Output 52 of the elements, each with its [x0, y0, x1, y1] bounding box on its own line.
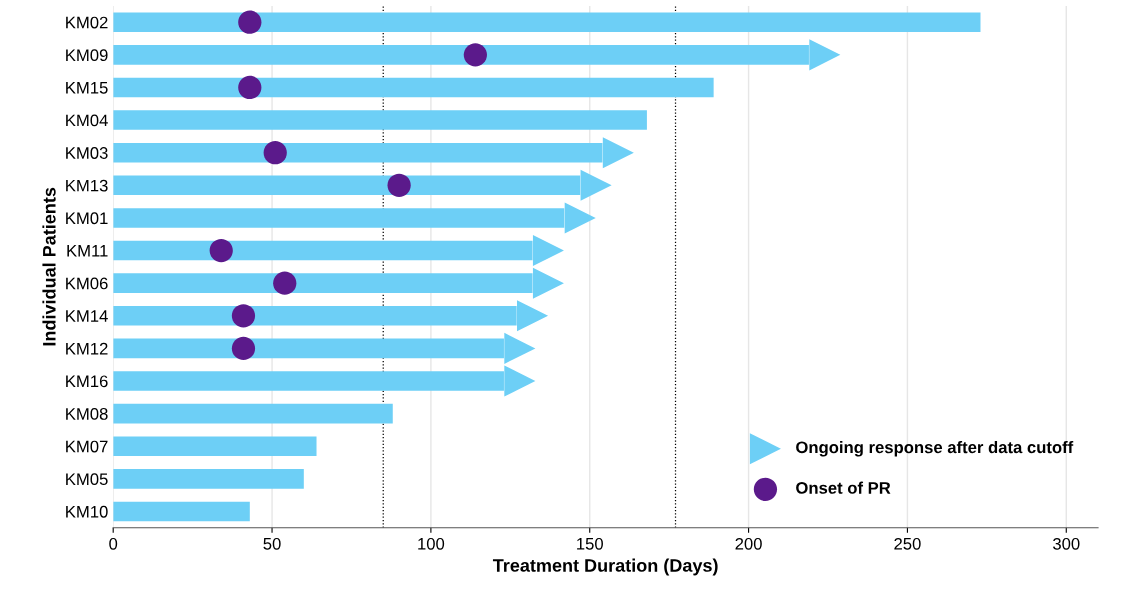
- y-tick-label: KM08: [66, 408, 108, 420]
- x-tick-label: 200: [735, 537, 762, 550]
- y-tick-label: KM04: [66, 114, 108, 127]
- y-tick-label: KM16: [66, 375, 108, 388]
- bar: [113, 77, 714, 98]
- legend-label: Ongoing response after data cutoff: [796, 440, 1074, 457]
- point: [564, 202, 596, 234]
- point: [238, 10, 262, 34]
- y-tick-label: KM10: [66, 505, 108, 518]
- point: [231, 336, 256, 361]
- y-tick-label: KM01: [66, 212, 108, 225]
- x-tick-label: 50: [263, 537, 281, 550]
- point: [580, 169, 612, 201]
- legend-label: Onset of PR: [796, 481, 891, 494]
- point: [263, 141, 287, 165]
- y-tick-label: KM02: [66, 16, 108, 29]
- bar: [113, 12, 981, 33]
- point: [209, 238, 233, 263]
- point: [504, 365, 536, 397]
- y-tick-label: KM07: [66, 440, 108, 453]
- point: [238, 75, 262, 100]
- point: [273, 271, 297, 295]
- y-tick-label: KM12: [66, 342, 108, 355]
- point: [809, 39, 841, 71]
- y-tick-label: KM13: [66, 179, 108, 192]
- y-tick-label: KM15: [66, 82, 108, 94]
- y-tick-label: KM14: [66, 310, 108, 322]
- point: [532, 235, 564, 267]
- y-tick-label: KM09: [66, 49, 108, 62]
- point: [463, 43, 487, 67]
- y-axis-title: Individual Patients: [42, 187, 56, 346]
- y-tick-label: KM05: [66, 473, 108, 486]
- x-axis-title: Treatment Duration (Days): [492, 558, 718, 576]
- bar: [113, 403, 393, 424]
- point: [517, 300, 549, 332]
- y-tick-label: KM11: [67, 245, 108, 257]
- x-tick-label: 150: [577, 537, 603, 550]
- x-tick-label: 100: [418, 537, 445, 550]
- x-tick-label: 0: [109, 537, 118, 550]
- y-tick-label: KM03: [66, 147, 108, 159]
- x-tick-label: 250: [894, 537, 921, 550]
- point: [504, 332, 536, 364]
- point: [387, 173, 411, 197]
- bar: [113, 110, 647, 130]
- point: [602, 137, 634, 169]
- bar: [113, 501, 250, 522]
- x-tick-label: 300: [1053, 537, 1080, 550]
- point: [231, 304, 256, 328]
- bar: [113, 469, 304, 489]
- bar: [113, 436, 317, 457]
- point: [532, 267, 564, 299]
- y-tick-label: KM06: [66, 277, 108, 290]
